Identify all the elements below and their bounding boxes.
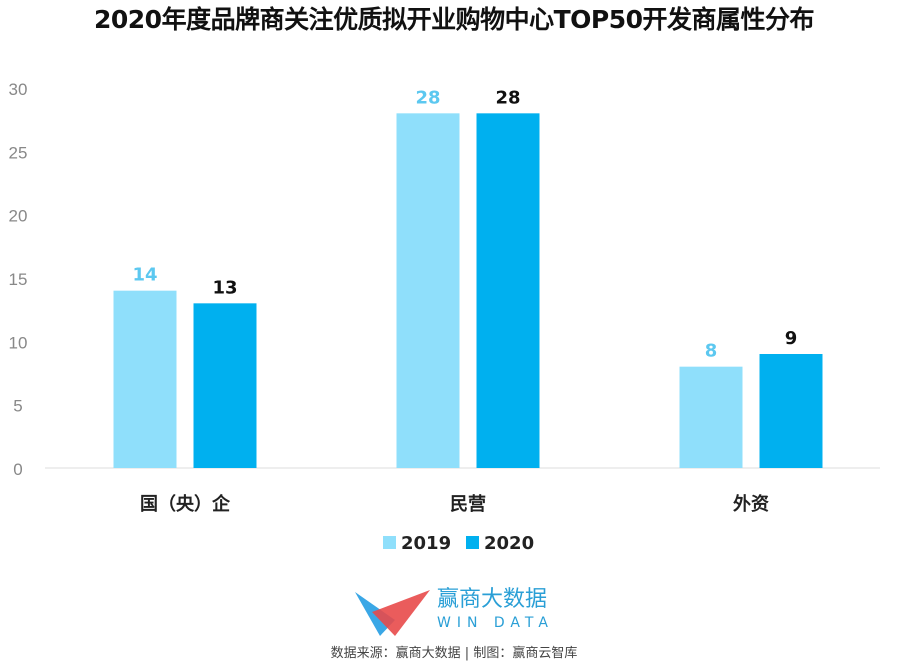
legend-swatch: [466, 536, 479, 549]
y-tick-label: 10: [9, 333, 28, 352]
logo-subtext: WIN DATA: [437, 615, 554, 631]
logo-text: 赢商大数据: [437, 587, 548, 612]
chart-title: 2020年度品牌商关注优质拟开业购物中心TOP50开发商属性分布: [93, 5, 815, 34]
bar-2020: [193, 303, 257, 468]
legend-label: 2019: [401, 533, 451, 554]
legend-label: 2020: [484, 533, 534, 554]
x-tick-label: 国（央）企: [140, 493, 231, 515]
data-label: 14: [132, 265, 157, 286]
data-label: 13: [212, 277, 237, 298]
x-tick-label: 外资: [733, 493, 769, 515]
data-label: 28: [415, 87, 440, 108]
y-tick-label: 5: [13, 397, 22, 416]
y-tick-label: 0: [13, 460, 22, 479]
bar-2020: [759, 354, 823, 468]
bar-2019: [679, 366, 743, 468]
bar-2019: [396, 113, 460, 468]
data-label: 8: [705, 341, 718, 362]
y-tick-label: 15: [9, 270, 28, 289]
bar-2019: [113, 290, 177, 468]
data-label: 9: [785, 328, 798, 349]
data-label: 28: [495, 87, 520, 108]
y-tick-label: 20: [9, 207, 28, 226]
legend-swatch: [383, 536, 396, 549]
bar-2020: [476, 113, 540, 468]
y-tick-label: 30: [9, 80, 28, 99]
y-tick-label: 25: [9, 143, 28, 162]
source-note: 数据来源：赢商大数据 | 制图：赢商云智库: [330, 646, 578, 661]
x-tick-label: 民营: [450, 493, 486, 515]
